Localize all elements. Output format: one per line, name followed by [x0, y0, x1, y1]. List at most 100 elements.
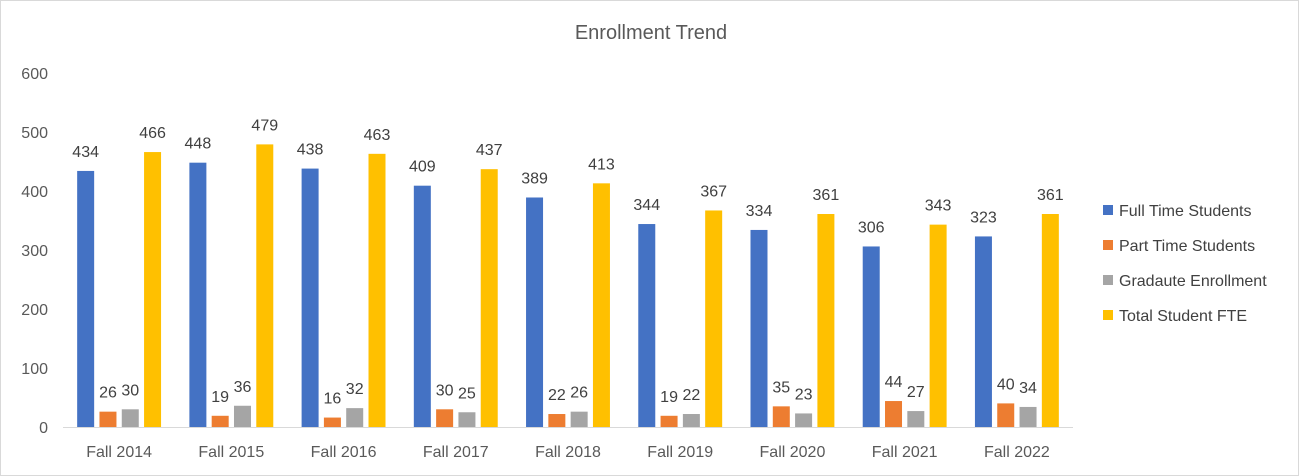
bar-part-time-students — [436, 409, 454, 427]
bar-full-time-students — [750, 229, 768, 427]
data-label: 344 — [633, 197, 660, 214]
data-label: 334 — [746, 203, 773, 220]
y-tick-label: 0 — [39, 420, 48, 437]
data-label: 35 — [772, 379, 790, 396]
x-tick-label: Fall 2021 — [872, 444, 938, 461]
bar-gradaute-enrollment — [795, 413, 813, 427]
bar-gradaute-enrollment — [458, 412, 476, 427]
data-label: 466 — [139, 125, 166, 142]
bar-part-time-students — [885, 401, 903, 427]
bar-full-time-students — [974, 236, 992, 427]
legend-label: Total Student FTE — [1119, 308, 1247, 325]
y-tick-label: 200 — [21, 302, 48, 319]
bar-part-time-students — [997, 403, 1015, 427]
bar-gradaute-enrollment — [570, 411, 588, 427]
data-label: 306 — [858, 219, 885, 236]
y-tick-label: 100 — [21, 361, 48, 378]
data-label: 437 — [476, 142, 503, 159]
bar-part-time-students — [772, 406, 790, 427]
x-tick-label: Fall 2014 — [86, 444, 152, 461]
x-tick-label: Fall 2022 — [984, 444, 1050, 461]
data-label: 22 — [682, 387, 700, 404]
data-label: 16 — [324, 391, 342, 408]
bar-part-time-students — [548, 414, 566, 427]
bar-total-student-fte — [368, 153, 386, 427]
data-label: 40 — [997, 376, 1015, 393]
data-label: 30 — [121, 382, 139, 399]
legend-label: Full Time Students — [1119, 203, 1252, 220]
data-label: 19 — [660, 389, 678, 406]
chart-title: Enrollment Trend — [575, 22, 727, 44]
bar-full-time-students — [301, 168, 319, 427]
y-tick-label: 300 — [21, 243, 48, 260]
bar-full-time-students — [77, 170, 95, 427]
bar-total-student-fte — [929, 224, 947, 427]
data-label: 26 — [99, 385, 117, 402]
legend-swatch — [1103, 310, 1113, 320]
data-label: 32 — [346, 381, 364, 398]
data-label: 413 — [588, 156, 615, 173]
bar-part-time-students — [211, 415, 229, 427]
x-tick-label: Fall 2018 — [535, 444, 601, 461]
bar-total-student-fte — [256, 144, 274, 427]
bar-full-time-students — [526, 197, 544, 427]
data-label: 361 — [1037, 187, 1064, 204]
bar-total-student-fte — [817, 214, 835, 427]
x-tick-label: Fall 2016 — [311, 444, 377, 461]
bar-total-student-fte — [144, 152, 162, 427]
legend-label: Gradaute Enrollment — [1119, 273, 1267, 290]
bar-part-time-students — [660, 415, 678, 427]
bar-gradaute-enrollment — [121, 409, 139, 427]
data-label: 361 — [813, 187, 840, 204]
data-label: 34 — [1019, 380, 1037, 397]
y-tick-label: 500 — [21, 125, 48, 142]
bar-total-student-fte — [705, 210, 723, 427]
bar-full-time-students — [862, 246, 880, 427]
bar-part-time-students — [99, 411, 117, 427]
bar-total-student-fte — [1041, 214, 1059, 427]
data-label: 409 — [409, 159, 436, 176]
data-label: 30 — [436, 382, 454, 399]
data-label: 367 — [700, 183, 727, 200]
data-label: 438 — [297, 142, 324, 159]
data-label: 434 — [72, 144, 99, 161]
bar-gradaute-enrollment — [682, 414, 700, 427]
x-tick-label: Fall 2020 — [760, 444, 826, 461]
bar-full-time-students — [189, 162, 207, 427]
data-label: 25 — [458, 385, 476, 402]
legend-swatch — [1103, 205, 1113, 215]
y-tick-label: 600 — [21, 66, 48, 83]
bar-total-student-fte — [592, 183, 610, 427]
bar-gradaute-enrollment — [233, 405, 251, 427]
bar-full-time-students — [413, 185, 431, 427]
x-tick-label: Fall 2017 — [423, 444, 489, 461]
data-label: 44 — [885, 374, 903, 391]
x-tick-label: Fall 2019 — [647, 444, 713, 461]
x-axis: Fall 2014 Fall 2015 Fall 2016 Fall 2017 Fall… — [63, 427, 1073, 461]
data-label: 389 — [521, 170, 548, 187]
bar-part-time-students — [323, 417, 341, 427]
y-tick-label: 400 — [21, 184, 48, 201]
data-label: 343 — [925, 198, 952, 215]
bar-total-student-fte — [480, 169, 498, 428]
data-label: 26 — [570, 385, 588, 402]
bar-gradaute-enrollment — [1019, 406, 1037, 427]
data-label: 27 — [907, 384, 925, 401]
legend-swatch — [1103, 240, 1113, 250]
data-label: 323 — [970, 209, 997, 226]
data-label: 22 — [548, 387, 566, 404]
bar-gradaute-enrollment — [346, 408, 364, 427]
data-label: 479 — [251, 117, 278, 134]
data-label: 19 — [211, 389, 229, 406]
data-label: 463 — [364, 127, 391, 144]
legend-label: Part Time Students — [1119, 238, 1255, 255]
bar-full-time-students — [638, 224, 656, 427]
legend: Full Time Students Part Time Students Grad… — [1103, 203, 1267, 325]
data-label: 448 — [185, 136, 212, 153]
data-label: 36 — [234, 379, 252, 396]
bar-gradaute-enrollment — [907, 411, 925, 427]
y-axis: 0 100 200 300 400 500 600 — [21, 66, 48, 437]
